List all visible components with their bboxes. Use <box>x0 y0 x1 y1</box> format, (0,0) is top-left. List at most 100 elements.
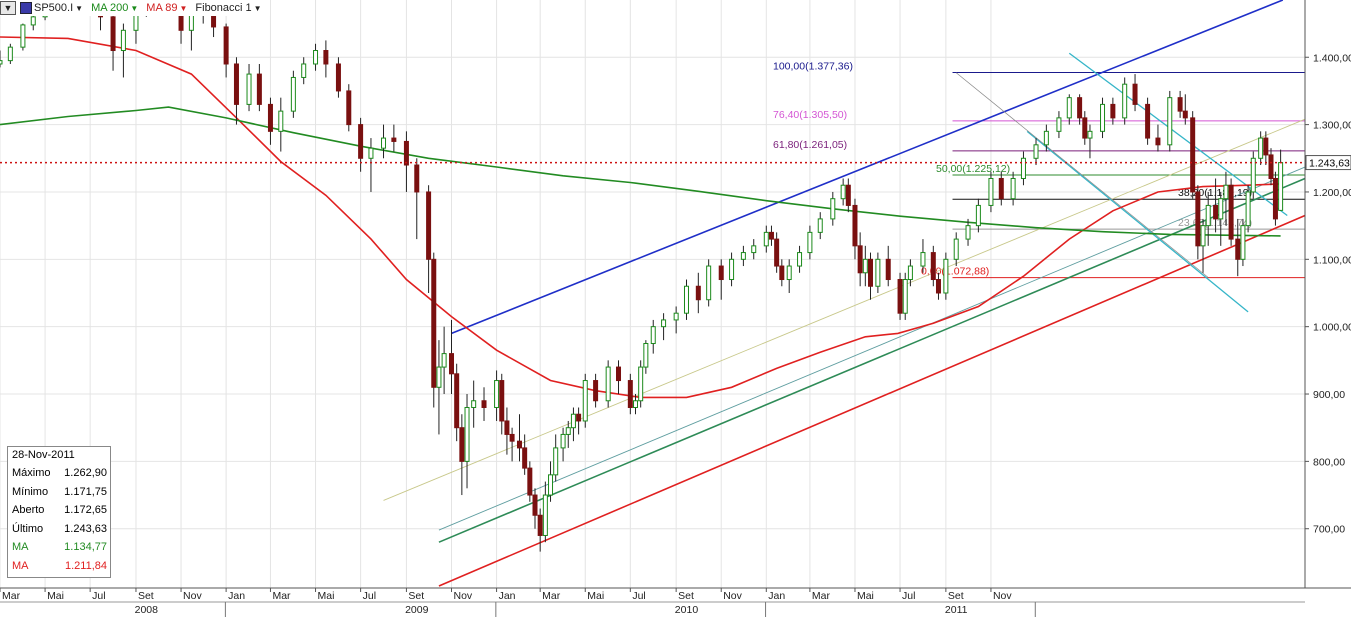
x-tick-label: Mar <box>272 590 291 602</box>
year-label: 2011 <box>945 604 968 616</box>
candle-body <box>975 204 981 227</box>
info-rows: Máximo 1.262,90 Mínimo 1.171,75 Aberto 1.172,… <box>12 464 107 575</box>
candle-body <box>256 73 262 105</box>
chevron-down-icon: ▼ <box>75 3 84 13</box>
candle-body <box>499 380 505 422</box>
candle-body <box>593 380 599 402</box>
candle-body <box>1056 117 1062 132</box>
year-label: 2010 <box>675 604 699 616</box>
candle-body <box>1268 154 1274 179</box>
candle-body <box>650 326 656 345</box>
candle-body <box>897 279 903 314</box>
candle-body <box>381 137 387 149</box>
candle-body <box>1223 184 1229 200</box>
ohlc-info-box: 28-Nov-2011 Máximo 1.262,90 Mínimo 1.171,75… <box>7 446 111 578</box>
info-row: MA 1.134,77 <box>12 538 107 557</box>
candle-body <box>605 366 611 402</box>
candle-body <box>504 420 510 435</box>
ma89-indicator[interactable]: MA 89 ▼ <box>146 2 187 14</box>
candle-body <box>718 265 724 281</box>
fibonacci-indicator[interactable]: Fibonacci 1 ▼ <box>195 2 261 14</box>
candle-body <box>110 16 116 52</box>
candle-body <box>1177 97 1183 112</box>
candle-body <box>774 238 780 267</box>
candle-body <box>817 218 823 233</box>
candle-body <box>1278 162 1284 211</box>
candle-body <box>786 265 792 281</box>
candle-body <box>516 440 522 449</box>
candle-body <box>335 63 341 92</box>
y-tick-label: 1.400,00 <box>1313 52 1351 64</box>
candle-body <box>1167 97 1173 146</box>
y-tick-label: 1.300,00 <box>1313 120 1351 132</box>
candle-body <box>1200 225 1206 247</box>
candle-body <box>763 231 769 247</box>
candle-body <box>20 24 26 48</box>
info-row-value: 1.262,90 <box>64 467 107 479</box>
info-row-value: 1.172,65 <box>64 504 107 516</box>
candle-body <box>1258 137 1264 159</box>
x-tick-label: Mai <box>47 590 64 602</box>
candle-body <box>1110 103 1116 119</box>
candle-body <box>1082 117 1088 139</box>
candle-body <box>1145 103 1151 139</box>
candle-body <box>706 265 712 301</box>
candle-body <box>807 231 813 254</box>
info-row-value: 1.243,63 <box>64 522 107 535</box>
candle-body <box>1087 130 1093 139</box>
candle-body <box>431 258 437 388</box>
candle-body <box>565 427 571 435</box>
info-row-value: 1.171,75 <box>64 485 107 498</box>
candle-body <box>1213 204 1219 220</box>
fib-level-label: 76,40(1.305,50) <box>773 109 847 121</box>
candle-body <box>1182 110 1188 119</box>
candle-body <box>1077 97 1083 119</box>
x-tick-label: Mar <box>2 590 21 602</box>
ma200-label: MA 200 <box>91 2 129 14</box>
candle-body <box>643 343 649 368</box>
candle-body <box>560 433 566 449</box>
candle-body <box>857 245 863 274</box>
info-row-value: 1.211,84 <box>64 559 107 572</box>
last-price-tag <box>1305 155 1351 171</box>
candle-body <box>522 447 528 469</box>
ma200-indicator[interactable]: MA 200 ▼ <box>91 2 138 14</box>
candle-body <box>729 258 735 281</box>
candle-body <box>313 50 319 65</box>
x-tick-label: Set <box>138 590 154 602</box>
candle-body <box>695 285 701 301</box>
candle-body <box>1235 238 1241 260</box>
candle-body <box>867 258 873 287</box>
symbol-selector[interactable]: SP500.I ▼ <box>20 2 83 14</box>
candle-body <box>797 252 803 267</box>
candle-body <box>953 238 959 260</box>
menu-dropdown-button[interactable]: ▼ <box>0 1 16 15</box>
candle-body <box>532 494 538 516</box>
y-tick-label: 800,00 <box>1313 456 1345 468</box>
trend-line <box>1026 130 1249 313</box>
candle-body <box>920 252 926 267</box>
candle-body <box>638 366 644 402</box>
trend-line <box>451 0 1284 335</box>
candle-body <box>301 63 307 78</box>
candle-body <box>449 353 455 375</box>
x-tick-label: Jan <box>499 590 516 602</box>
candle-body <box>885 258 891 281</box>
candle-body <box>553 447 559 476</box>
candle-body <box>683 285 689 314</box>
trend-line <box>438 214 1306 587</box>
info-row-label: Máximo <box>12 467 51 479</box>
candle-body <box>1033 144 1039 159</box>
candle-body <box>907 265 913 281</box>
candle-body <box>1066 97 1072 119</box>
candle-body <box>233 63 239 105</box>
chevron-down-icon: ▼ <box>253 3 262 13</box>
candle-body <box>852 204 858 247</box>
trend-line <box>438 166 1306 531</box>
fibonacci-label: Fibonacci 1 <box>195 2 252 14</box>
info-row: MA 1.211,84 <box>12 557 107 576</box>
info-date: 28-Nov-2011 <box>12 449 75 461</box>
candle-body <box>290 76 296 112</box>
